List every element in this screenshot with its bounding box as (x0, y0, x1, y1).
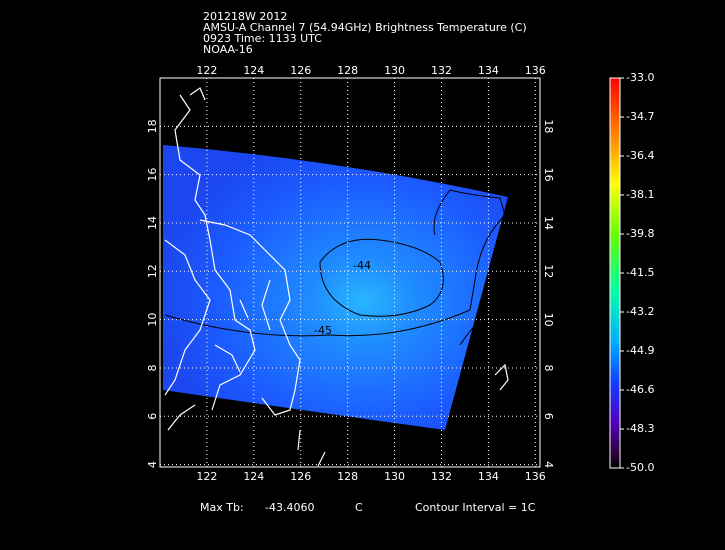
header-line: 201218W 2012 (203, 10, 287, 23)
contour-label: -44 (353, 259, 371, 272)
contour-label: -45 (314, 324, 332, 337)
coastlines (164, 87, 509, 467)
max-unit: C (355, 501, 363, 514)
colorbar-label: -46.6 (626, 383, 654, 396)
map-frame (159, 77, 541, 468)
lon-label-bottom: 128 (337, 470, 358, 483)
lat-label-right: 16 (542, 168, 555, 182)
lat-label-left: 14 (146, 216, 159, 230)
lat-label-left: 12 (146, 264, 159, 278)
header-line: NOAA-16 (203, 43, 253, 56)
lon-label-top: 124 (243, 64, 264, 77)
lat-label-right: 14 (542, 216, 555, 230)
lon-label-top: 130 (384, 64, 405, 77)
lat-label-left: 18 (146, 119, 159, 133)
lon-label-bottom: 132 (431, 470, 452, 483)
colorbar-label: -41.5 (626, 266, 654, 279)
contour-labels: -44 -45 (314, 259, 371, 337)
lon-label-bottom: 130 (384, 470, 405, 483)
lon-label-bottom: 134 (478, 470, 499, 483)
colorbar (609, 77, 621, 469)
lon-label-top: 126 (290, 64, 311, 77)
colorbar-label: -36.4 (626, 149, 654, 162)
header-line: AMSU-A Channel 7 (54.94GHz) Brightness T… (203, 21, 527, 34)
graticule: 1221221241241261261281281301301321321341… (146, 64, 555, 483)
lat-label-left: 16 (146, 168, 159, 182)
lon-label-top: 134 (478, 64, 499, 77)
swath (163, 145, 508, 430)
colorbar-label: -48.3 (626, 422, 654, 435)
lat-label-left: 10 (146, 313, 159, 327)
lon-label-top: 132 (431, 64, 452, 77)
colorbar-label: -43.2 (626, 305, 654, 318)
lon-label-top: 122 (196, 64, 217, 77)
colorbar-label: -33.0 (626, 71, 654, 84)
colorbar-labels: -33.0 -34.7 -36.4 -38.1 -39.8 -41.5 -43.2 -44.9… (620, 71, 654, 474)
lon-label-bottom: 122 (196, 470, 217, 483)
colorbar-label: -34.7 (626, 110, 654, 123)
lat-label-right: 8 (542, 364, 555, 371)
lat-label-right: 12 (542, 264, 555, 278)
lon-label-bottom: 136 (525, 470, 546, 483)
lat-label-right: 18 (542, 119, 555, 133)
max-value: -43.4060 (265, 501, 314, 514)
lat-label-left: 6 (146, 413, 159, 420)
lon-label-top: 128 (337, 64, 358, 77)
colorbar-label: -44.9 (626, 344, 654, 357)
lat-label-right: 10 (542, 313, 555, 327)
lat-label-left: 8 (146, 364, 159, 371)
colorbar-label: -50.0 (626, 461, 654, 474)
lat-label-right: 6 (542, 413, 555, 420)
header-line: 0923 Time: 1133 UTC (203, 32, 322, 45)
colorbar-label: -38.1 (626, 188, 654, 201)
contour-interval: Contour Interval = 1C (415, 501, 536, 514)
lat-label-left: 4 (146, 461, 159, 468)
lat-label-right: 4 (542, 461, 555, 468)
colorbar-label: -39.8 (626, 227, 654, 240)
lon-label-bottom: 126 (290, 470, 311, 483)
lon-label-bottom: 124 (243, 470, 264, 483)
lon-label-top: 136 (525, 64, 546, 77)
max-label: Max Tb: (200, 501, 244, 514)
